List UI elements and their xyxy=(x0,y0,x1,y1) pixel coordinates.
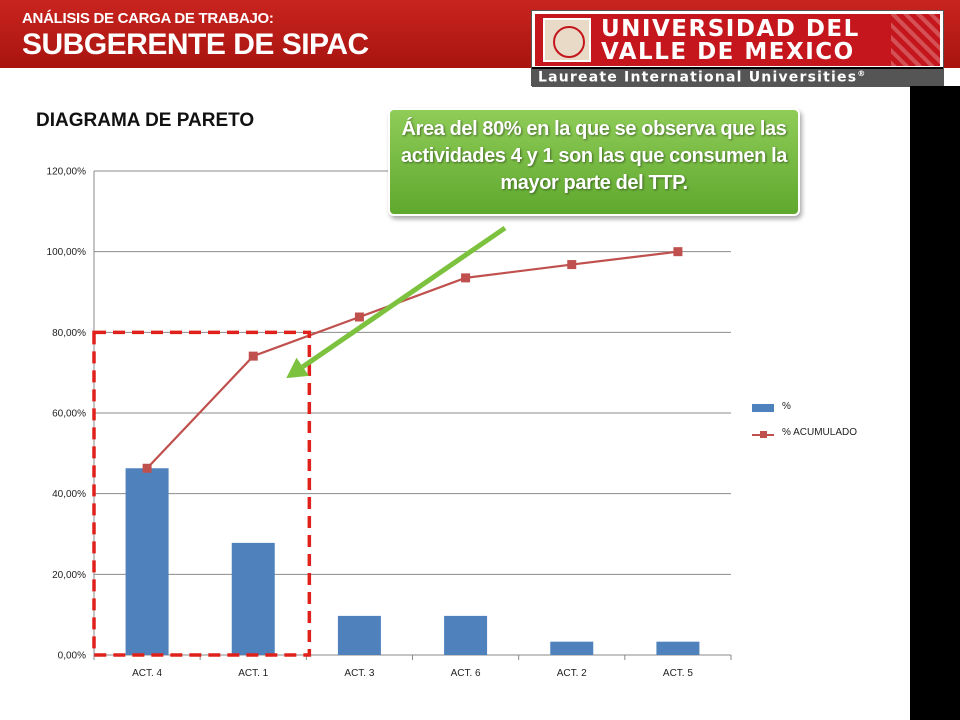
x-tick-label: ACT. 4 xyxy=(132,668,162,679)
header-title: SUBGERENTE DE SIPAC xyxy=(22,28,369,61)
y-tick-label: 40,00% xyxy=(52,489,86,500)
legend-marker-swatch xyxy=(760,431,767,438)
logo-tagline: Laureate International Universities® xyxy=(538,69,867,86)
bar xyxy=(656,641,700,655)
logo-pattern-icon xyxy=(891,14,940,66)
legend-label-bar: % xyxy=(782,401,791,412)
line-marker xyxy=(673,247,683,257)
bar xyxy=(550,641,594,655)
line-marker xyxy=(142,463,152,473)
y-tick-label: 0,00% xyxy=(58,651,86,662)
y-tick-label: 80,00% xyxy=(52,328,86,339)
callout-text: Área del 80% en la que se observa que la… xyxy=(401,118,787,194)
highlight-region-box xyxy=(92,330,312,657)
x-tick-label: ACT. 6 xyxy=(451,668,481,679)
line-marker xyxy=(248,351,258,361)
university-logo: UNIVERSIDAD DEL VALLE DE MEXICO Laureate… xyxy=(531,10,944,87)
x-tick-label: ACT. 3 xyxy=(344,668,374,679)
x-tick-label: ACT. 1 xyxy=(238,668,268,679)
callout-arrow-shaft xyxy=(301,225,507,369)
y-tick-label: 20,00% xyxy=(52,570,86,581)
right-black-bar xyxy=(910,86,960,720)
header-kicker: ANÁLISIS DE CARGA DE TRABAJO: xyxy=(22,10,274,27)
bar xyxy=(125,468,169,655)
logo-line-2: VALLE DE MEXICO xyxy=(601,39,855,65)
y-tick-label: 120,00% xyxy=(47,167,87,178)
x-tick-label: ACT. 5 xyxy=(663,668,693,679)
y-tick-label: 100,00% xyxy=(47,247,87,258)
bar xyxy=(231,542,275,655)
logo-line-1: UNIVERSIDAD DEL xyxy=(601,16,860,42)
cumulative-line xyxy=(146,250,679,470)
callout-arrow-head xyxy=(286,357,309,379)
line-marker xyxy=(354,312,364,322)
legend-bar-swatch xyxy=(752,404,774,412)
bar xyxy=(337,615,381,655)
y-tick-label: 60,00% xyxy=(52,409,86,420)
logo-tagline-strip: Laureate International Universities® xyxy=(532,67,943,87)
x-tick-label: ACT. 2 xyxy=(557,668,587,679)
seal-icon xyxy=(543,18,591,62)
line-marker xyxy=(567,260,577,270)
legend-label-line: % ACUMULADO xyxy=(782,427,858,438)
chart-title: DIAGRAMA DE PARETO xyxy=(36,110,255,131)
bar xyxy=(444,615,488,655)
callout-box: Área del 80% en la que se observa que la… xyxy=(388,108,800,216)
line-marker xyxy=(461,273,471,283)
logo-red-panel: UNIVERSIDAD DEL VALLE DE MEXICO xyxy=(535,14,940,66)
